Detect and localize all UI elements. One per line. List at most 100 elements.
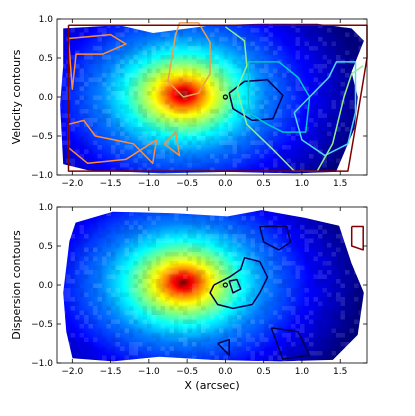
heatmap-pixel bbox=[151, 292, 156, 297]
heatmap-pixel bbox=[331, 91, 336, 96]
heatmap-pixel bbox=[165, 252, 170, 257]
heatmap-pixel bbox=[264, 211, 269, 216]
heatmap-pixel bbox=[129, 319, 134, 324]
heatmap-pixel bbox=[192, 306, 197, 311]
heatmap-pixel bbox=[210, 59, 215, 64]
x-tick-label: −2.0 bbox=[61, 179, 83, 189]
heatmap-pixel bbox=[277, 131, 282, 136]
contour-line bbox=[67, 119, 158, 165]
heatmap-pixel bbox=[93, 131, 98, 136]
contour-line bbox=[217, 338, 230, 356]
heatmap-pixel bbox=[84, 256, 89, 261]
heatmap-pixel bbox=[201, 86, 206, 91]
heatmap-pixel bbox=[93, 77, 98, 82]
heatmap-pixel bbox=[250, 28, 255, 33]
heatmap-pixel bbox=[151, 310, 156, 315]
heatmap-pixel bbox=[273, 145, 278, 150]
heatmap-pixel bbox=[93, 310, 98, 315]
heatmap-pixel bbox=[246, 37, 251, 42]
heatmap-pixel bbox=[156, 283, 161, 288]
heatmap-pixel bbox=[295, 131, 300, 136]
x-tick-label: −1.5 bbox=[100, 367, 122, 377]
contour-line bbox=[259, 225, 292, 251]
heatmap-pixel bbox=[241, 229, 246, 234]
heatmap-pixel bbox=[340, 265, 345, 270]
heatmap-pixel bbox=[79, 238, 84, 243]
heatmap-pixel bbox=[349, 131, 354, 136]
heatmap-pixel bbox=[102, 252, 107, 257]
heatmap-pixel bbox=[286, 315, 291, 320]
heatmap-pixel bbox=[138, 234, 143, 239]
heatmap-pixel bbox=[268, 140, 273, 145]
heatmap-pixel bbox=[273, 32, 278, 37]
heatmap-pixel bbox=[156, 310, 161, 315]
heatmap-pixel bbox=[336, 55, 341, 60]
heatmap-pixel bbox=[264, 243, 269, 248]
heatmap-pixel bbox=[151, 315, 156, 320]
heatmap-pixel bbox=[223, 55, 228, 60]
heatmap-pixel bbox=[318, 319, 323, 324]
heatmap-pixel bbox=[282, 310, 287, 315]
heatmap-pixel bbox=[138, 158, 143, 163]
heatmap-pixel bbox=[187, 118, 192, 123]
heatmap-pixel bbox=[178, 91, 183, 96]
heatmap-pixel bbox=[138, 279, 143, 284]
heatmap-pixel bbox=[88, 247, 93, 252]
y-tick-label: 1.0 bbox=[39, 203, 54, 213]
heatmap-pixel bbox=[241, 261, 246, 266]
heatmap-pixel bbox=[75, 270, 80, 275]
heatmap-pixel bbox=[286, 297, 291, 302]
heatmap-pixel bbox=[160, 288, 165, 293]
heatmap-pixel bbox=[331, 292, 336, 297]
heatmap-pixel bbox=[88, 145, 93, 150]
heatmap-pixel bbox=[178, 28, 183, 33]
heatmap-pixel bbox=[264, 261, 269, 266]
heatmap-pixel bbox=[187, 140, 192, 145]
heatmap-pixel bbox=[259, 220, 264, 225]
x-tick-label: 0.5 bbox=[257, 367, 271, 377]
heatmap-pixel bbox=[268, 319, 273, 324]
heatmap-pixel bbox=[300, 131, 305, 136]
heatmap-pixel bbox=[268, 360, 273, 362]
heatmap-pixel bbox=[133, 342, 138, 347]
heatmap-pixel bbox=[102, 337, 107, 342]
heatmap-pixel bbox=[255, 149, 260, 154]
heatmap-pixel bbox=[336, 351, 341, 356]
heatmap-pixel bbox=[219, 216, 224, 221]
heatmap-pixel bbox=[277, 68, 282, 73]
heatmap-pixel bbox=[232, 163, 237, 168]
heatmap-pixel bbox=[273, 256, 278, 261]
heatmap-pixel bbox=[84, 68, 89, 73]
x-tick-label: −1.0 bbox=[138, 367, 160, 377]
heatmap-pixel bbox=[187, 163, 192, 168]
heatmap-pixel bbox=[214, 127, 219, 132]
heatmap-pixel bbox=[349, 32, 354, 37]
heatmap-pixel bbox=[138, 229, 143, 234]
heatmap-pixel bbox=[318, 109, 323, 114]
heatmap-pixel bbox=[124, 220, 129, 225]
heatmap-pixel bbox=[205, 292, 210, 297]
heatmap-pixel bbox=[246, 32, 251, 37]
heatmap-pixel bbox=[264, 104, 269, 109]
heatmap-pixel bbox=[327, 234, 332, 239]
heatmap-pixel bbox=[286, 225, 291, 230]
heatmap-pixel bbox=[156, 68, 161, 73]
heatmap-pixel bbox=[327, 113, 332, 118]
heatmap-pixel bbox=[331, 41, 336, 46]
heatmap-pixel bbox=[115, 342, 120, 347]
heatmap-pixel bbox=[264, 324, 269, 329]
heatmap-pixel bbox=[106, 243, 111, 248]
heatmap-pixel bbox=[129, 342, 134, 347]
heatmap-pixel bbox=[70, 234, 75, 239]
heatmap-pixel bbox=[214, 270, 219, 275]
heatmap-pixel bbox=[354, 301, 359, 306]
heatmap-pixel bbox=[187, 64, 192, 69]
heatmap-pixel bbox=[309, 333, 314, 338]
heatmap-pixel bbox=[133, 315, 138, 320]
heatmap-pixel bbox=[115, 310, 120, 315]
heatmap-pixel bbox=[304, 229, 309, 234]
heatmap-pixel bbox=[70, 274, 75, 279]
heatmap-pixel bbox=[304, 279, 309, 284]
heatmap-pixel bbox=[273, 163, 278, 168]
heatmap-pixel bbox=[201, 77, 206, 82]
